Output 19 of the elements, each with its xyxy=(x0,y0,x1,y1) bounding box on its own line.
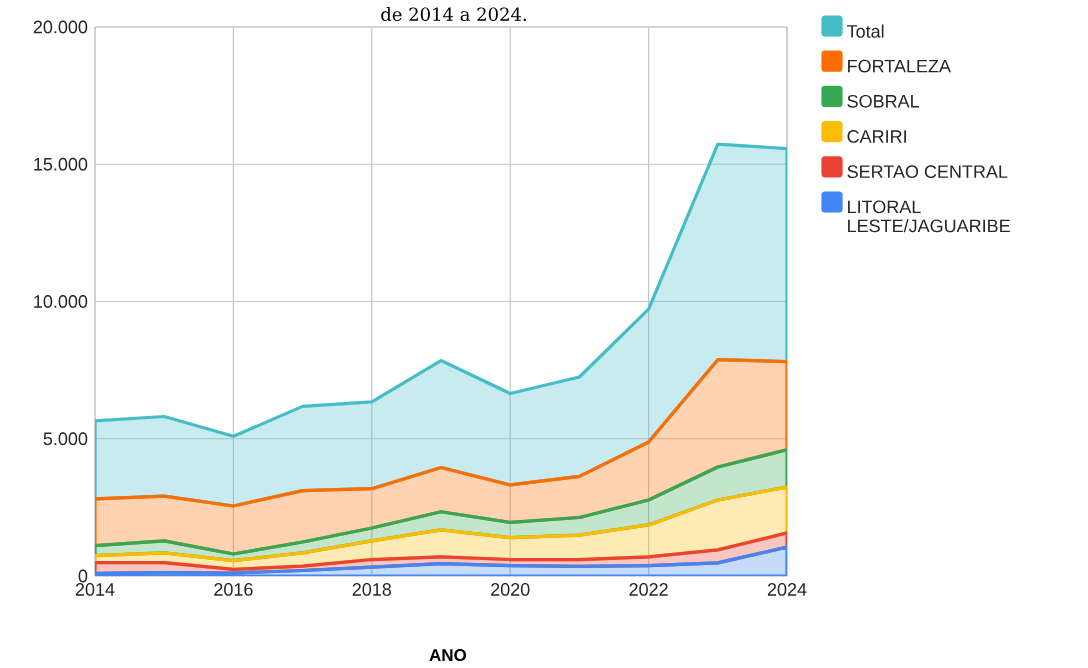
chart-title: de 2014 a 2024. xyxy=(381,7,526,22)
x-tick-label: 2020 xyxy=(491,583,530,596)
legend-label: FORTALEZA xyxy=(848,59,951,73)
legend-label: SOBRAL xyxy=(847,95,920,108)
legend-label: CARIRI xyxy=(847,130,906,143)
legend-label: Total xyxy=(847,24,884,38)
legend-label: LITORAL LESTE/JAGUARIBE xyxy=(848,200,1010,233)
legend-label: SERTAO CENTRAL xyxy=(847,165,1008,179)
x-tick-label: 2024 xyxy=(767,583,807,596)
y-tick-label: 10.000 xyxy=(34,295,88,308)
y-tick-label: 0 xyxy=(78,569,88,583)
x-tick-label: 2014 xyxy=(75,583,115,596)
x-tick-label: 2018 xyxy=(352,583,392,596)
x-axis-title: ANO xyxy=(429,649,467,662)
x-tick-label: 2016 xyxy=(214,583,253,596)
y-tick-label: 20.000 xyxy=(33,20,88,34)
y-tick-label: 5.000 xyxy=(43,432,88,446)
y-tick-label: 15.000 xyxy=(34,157,88,171)
x-tick-label: 2022 xyxy=(629,583,668,596)
